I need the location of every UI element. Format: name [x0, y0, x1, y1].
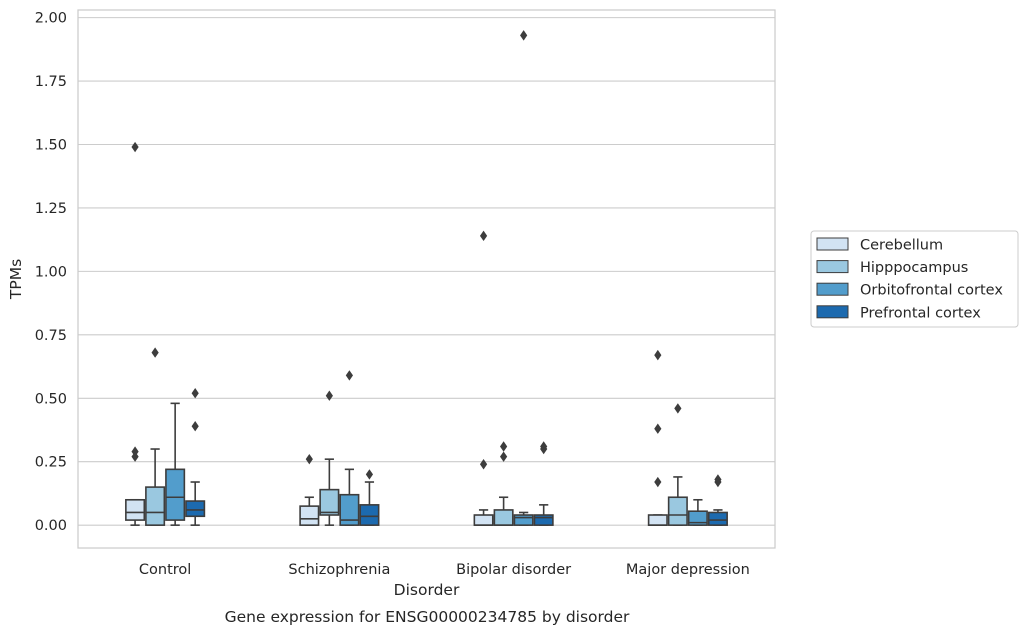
y-tick-label: 0.75	[35, 328, 67, 344]
outlier-point	[151, 347, 159, 358]
box-body	[339, 493, 360, 526]
legend-frame	[810, 230, 1019, 328]
outlier-point	[714, 474, 722, 485]
box-body	[319, 488, 340, 516]
series-prefrontal-cortex	[185, 387, 728, 526]
outlier-point	[305, 453, 313, 465]
box	[667, 403, 688, 526]
box	[299, 453, 320, 526]
outlier-point	[540, 441, 548, 452]
outlier-point	[479, 230, 488, 242]
legend-label: Cerebellum	[860, 238, 943, 254]
box	[339, 370, 360, 526]
box	[687, 498, 708, 526]
outlier-point	[500, 451, 508, 462]
series-cerebellum	[125, 141, 668, 526]
gridlines	[78, 17, 775, 526]
outlier-point	[131, 141, 139, 153]
box-body	[473, 514, 494, 526]
x-tick-label: Bipolar disorder	[456, 562, 571, 578]
series-orbitofrontal-cortex	[165, 30, 708, 526]
outlier-point	[654, 423, 662, 434]
y-tick-label: 0.25	[35, 455, 67, 471]
outlier-point	[191, 420, 199, 432]
outlier-point	[191, 387, 199, 399]
box-body	[493, 509, 514, 526]
outlier-point	[345, 370, 353, 381]
legend-swatch	[816, 305, 849, 319]
box-body	[533, 514, 554, 526]
legend-label: Hipppocampus	[860, 260, 968, 276]
y-tick-label: 1.75	[35, 74, 67, 90]
box-body	[359, 504, 380, 526]
legend-swatch	[816, 260, 849, 274]
box-body	[299, 505, 320, 526]
outlier-point	[131, 446, 139, 457]
box	[145, 347, 166, 526]
box-body	[145, 486, 166, 526]
outlier-point	[479, 459, 488, 470]
chart-caption: Gene expression for ENSG00000234785 by d…	[225, 608, 630, 626]
legend-swatch	[816, 282, 849, 296]
box	[513, 30, 534, 526]
outlier-point	[674, 403, 682, 414]
outlier-point	[654, 349, 662, 361]
y-tick-label: 1.50	[35, 138, 67, 154]
box	[185, 387, 206, 526]
box-series	[125, 30, 728, 526]
outlier-point	[520, 30, 528, 41]
outlier-point	[325, 390, 333, 401]
box	[319, 390, 340, 526]
box	[473, 230, 494, 526]
box-body	[667, 496, 688, 526]
legend-swatch	[816, 237, 849, 251]
box	[647, 349, 668, 526]
box-body	[687, 510, 708, 526]
y-tick-label: 2.00	[35, 11, 67, 27]
box	[533, 441, 554, 526]
box-body	[647, 514, 668, 526]
y-axis-title: TPMs	[7, 259, 25, 300]
box-body	[165, 468, 186, 521]
box	[359, 469, 380, 526]
x-axis-title: Disorder	[394, 581, 460, 599]
box-body	[185, 500, 206, 518]
box	[165, 402, 186, 526]
box-body	[513, 514, 534, 526]
legend-label: Orbitofrontal cortex	[860, 283, 1003, 299]
x-tick-label: Control	[139, 562, 191, 578]
outlier-point	[365, 469, 374, 480]
series-hipppocampus	[145, 347, 688, 526]
box	[125, 141, 146, 526]
y-tick-label: 1.00	[35, 264, 67, 280]
legend-label: Prefrontal cortex	[860, 305, 981, 321]
y-axis-ticks: 0.00 0.25 0.50 0.75 1.00 1.25 1.50 1.75 2.00	[35, 11, 67, 535]
x-axis-ticks: Control Schizophrenia Bipolar disorder Majo…	[139, 562, 750, 578]
box	[493, 441, 514, 526]
box-body	[707, 511, 728, 526]
box-body	[125, 498, 146, 521]
box	[707, 474, 728, 526]
y-tick-label: 0.50	[35, 391, 67, 407]
outlier-point	[654, 476, 662, 488]
y-tick-label: 1.25	[35, 201, 67, 217]
x-tick-label: Schizophrenia	[288, 562, 390, 578]
x-tick-label: Major depression	[626, 562, 750, 578]
plot-area-frame	[77, 9, 776, 549]
legend: Cerebellum Hipppocampus Orbitofrontal cort…	[810, 230, 1019, 328]
y-tick-label: 0.00	[35, 518, 67, 534]
outlier-point	[500, 441, 508, 452]
